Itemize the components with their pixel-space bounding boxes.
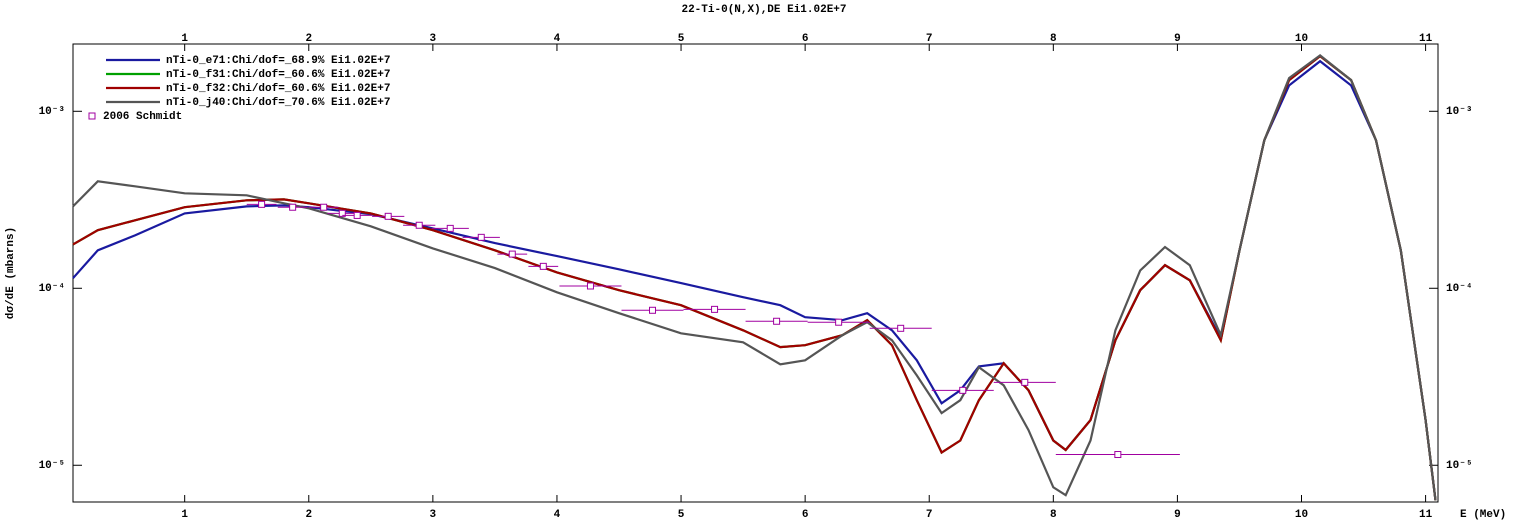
data-point xyxy=(1114,451,1122,459)
data-point xyxy=(338,209,346,217)
data-point xyxy=(773,317,781,325)
x-tick-label: 8 xyxy=(1050,509,1057,521)
series-line xyxy=(72,54,1437,501)
data-point xyxy=(539,262,547,270)
x-tick-label: 1 xyxy=(181,509,188,521)
y-tick-label: 10⁻⁵ xyxy=(39,460,65,472)
data-point xyxy=(711,305,719,313)
x-tick-label-top: 5 xyxy=(678,33,685,45)
x-tick-label: 2 xyxy=(305,509,312,521)
y-tick-label: 10⁻⁴ xyxy=(39,283,65,295)
data-point xyxy=(415,221,423,229)
data-point xyxy=(835,318,843,326)
legend-label: nTi-0_j40:Chi/dof=_70.6% Ei1.02E+7 xyxy=(166,97,390,109)
x-tick-label-top: 1 xyxy=(181,33,188,45)
data-point xyxy=(1021,378,1029,386)
data-point xyxy=(477,233,485,241)
chart-title: 22-Ti-0(N,X),DE Ei1.02E+7 xyxy=(681,4,846,16)
y-tick-label-right: 10⁻³ xyxy=(1446,106,1472,118)
series-line xyxy=(72,59,1437,501)
data-point xyxy=(384,212,392,220)
data-point xyxy=(258,200,266,208)
x-tick-label-top: 6 xyxy=(802,33,809,45)
data-point xyxy=(446,224,454,232)
legend-label: nTi-0_f32:Chi/dof=_60.6% Ei1.02E+7 xyxy=(166,83,390,95)
legend-label: 2006 Schmidt xyxy=(103,111,182,123)
legend-label: nTi-0_e71:Chi/dof=_68.9% Ei1.02E+7 xyxy=(166,55,390,67)
x-tick-label: 11 xyxy=(1419,509,1433,521)
x-tick-label: 4 xyxy=(554,509,561,521)
data-point xyxy=(959,386,967,394)
data-point xyxy=(586,282,594,290)
data-point xyxy=(289,203,297,211)
x-tick-label: 6 xyxy=(802,509,809,521)
x-tick-label-top: 8 xyxy=(1050,33,1057,45)
x-tick-label-top: 3 xyxy=(430,33,437,45)
legend-label: nTi-0_f31:Chi/dof=_60.6% Ei1.02E+7 xyxy=(166,69,390,81)
data-point xyxy=(649,306,657,314)
data-point xyxy=(353,211,361,219)
x-tick-label: 5 xyxy=(678,509,685,521)
x-tick-label-top: 2 xyxy=(305,33,312,45)
x-tick-label: 7 xyxy=(926,509,933,521)
series-line xyxy=(72,54,1437,501)
x-tick-label-top: 9 xyxy=(1174,33,1181,45)
x-axis-label: E (MeV) xyxy=(1460,509,1506,521)
x-tick-label-top: 11 xyxy=(1419,33,1433,45)
x-tick-label: 9 xyxy=(1174,509,1181,521)
y-tick-label-right: 10⁻⁵ xyxy=(1446,460,1472,472)
plot-frame xyxy=(72,43,1439,503)
x-tick-label: 3 xyxy=(430,509,437,521)
series-line xyxy=(72,54,1437,501)
data-point xyxy=(897,324,905,332)
y-tick-label: 10⁻³ xyxy=(39,106,65,118)
data-point xyxy=(320,203,328,211)
x-tick-label-top: 7 xyxy=(926,33,933,45)
y-axis-label: dσ/dE (mbarns) xyxy=(5,227,17,319)
y-tick-label-right: 10⁻⁴ xyxy=(1446,283,1472,295)
x-tick-label-top: 4 xyxy=(554,33,561,45)
x-tick-label-top: 10 xyxy=(1295,33,1308,45)
x-tick-label: 10 xyxy=(1295,509,1308,521)
legend-marker xyxy=(88,112,96,120)
data-point xyxy=(508,250,516,258)
